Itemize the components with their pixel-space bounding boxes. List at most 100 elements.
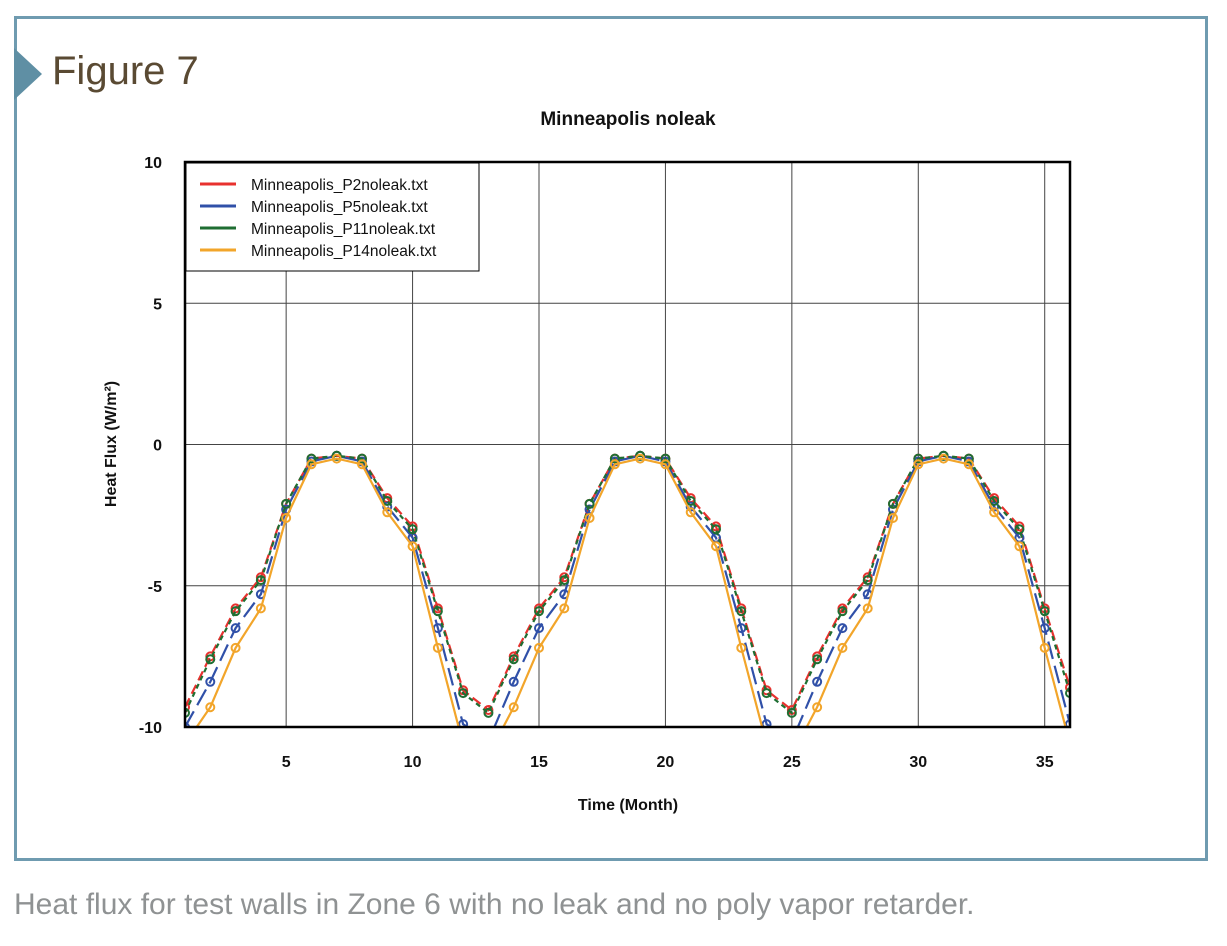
grid	[185, 162, 1070, 727]
data-point	[1066, 740, 1074, 748]
data-point	[609, 459, 620, 470]
data-point	[205, 702, 216, 713]
data-point	[331, 453, 342, 464]
data-point	[913, 453, 924, 464]
data-point	[888, 512, 898, 523]
data-point	[888, 498, 898, 509]
data-point	[306, 459, 317, 470]
data-point	[761, 719, 772, 727]
data-point	[534, 623, 544, 634]
data-point	[185, 702, 190, 713]
data-point	[1065, 682, 1070, 693]
legend-label: Minneapolis_P2noleak.txt	[251, 177, 428, 194]
data-point	[432, 642, 443, 653]
legend-item: Minneapolis_P11noleak.txt	[200, 221, 436, 238]
data-point	[185, 707, 190, 718]
data-point	[559, 603, 570, 614]
series-3	[185, 450, 1070, 718]
data-point	[484, 751, 492, 759]
data-point	[205, 654, 216, 665]
data-point	[458, 719, 469, 727]
data-point	[963, 459, 974, 470]
x-tick-label: 30	[909, 754, 927, 771]
data-point	[609, 453, 620, 464]
data-point	[660, 459, 671, 470]
data-point	[407, 541, 418, 552]
data-point	[812, 654, 823, 665]
data-point	[230, 606, 241, 617]
series-line	[185, 454, 1070, 712]
data-point	[508, 676, 519, 687]
data-point	[407, 524, 418, 535]
data-point	[205, 676, 216, 687]
data-point	[458, 688, 469, 699]
y-tick-label: 5	[153, 296, 162, 313]
data-point	[1039, 606, 1050, 617]
data-point	[1039, 642, 1050, 653]
data-point	[382, 496, 393, 506]
data-point	[534, 642, 544, 653]
data-point	[786, 707, 797, 718]
data-point	[963, 453, 974, 464]
series-line	[185, 454, 1070, 715]
y-tick-label: 0	[153, 438, 162, 455]
series-4	[181, 453, 1074, 759]
data-point	[862, 575, 873, 586]
legend-item: Minneapolis_P14noleak.txt	[200, 243, 437, 260]
data-point	[484, 737, 492, 745]
data-point	[255, 575, 266, 586]
x-tick-label: 35	[1036, 754, 1054, 771]
data-point	[812, 702, 823, 713]
x-tick-label: 25	[783, 754, 801, 771]
data-point	[357, 453, 367, 464]
data-point	[989, 496, 1000, 506]
data-point	[559, 575, 570, 586]
series-layer	[181, 450, 1074, 759]
series-1	[185, 450, 1070, 716]
figure-frame	[14, 16, 1208, 861]
data-point	[459, 740, 467, 748]
data-point	[483, 707, 494, 718]
x-tick-label: 5	[282, 754, 291, 771]
figure-label: Figure 7	[52, 49, 199, 93]
legend-label: Minneapolis_P11noleak.txt	[251, 221, 436, 238]
y-tick-label: 10	[144, 155, 162, 172]
series-line	[195, 457, 1067, 727]
y-tick-label: -5	[148, 579, 162, 596]
data-point	[763, 740, 771, 748]
data-point	[306, 453, 317, 464]
legend-box	[185, 162, 480, 272]
data-point	[736, 642, 747, 653]
data-point	[508, 654, 519, 665]
data-point	[230, 623, 241, 634]
data-point	[1014, 524, 1025, 535]
data-point	[584, 512, 595, 523]
legend-label: Minneapolis_P5noleak.txt	[251, 199, 428, 216]
data-point	[989, 507, 1000, 518]
figure-arrow-icon	[14, 48, 42, 100]
series-line	[185, 454, 1070, 727]
data-point	[938, 453, 949, 464]
data-point	[635, 453, 646, 464]
data-point	[913, 459, 924, 470]
data-point	[660, 453, 671, 464]
data-point	[432, 606, 443, 617]
data-point	[837, 642, 848, 653]
data-point	[862, 603, 873, 614]
data-point	[382, 507, 393, 518]
data-point	[181, 740, 189, 748]
x-tick-label: 10	[404, 754, 422, 771]
data-point	[736, 606, 747, 617]
legend-item: Minneapolis_P5noleak.txt	[200, 199, 428, 216]
legend: Minneapolis_P2noleak.txt Minneapolis_P5no…	[185, 162, 480, 272]
x-tick-label: 20	[657, 754, 675, 771]
tick-labels: 5 10 15 20 25 30 35 -10 -5 0 5 10	[139, 155, 1054, 771]
data-point	[837, 606, 848, 617]
figure-caption: Heat flux for test walls in Zone 6 with …	[14, 888, 975, 921]
data-point	[255, 603, 266, 614]
data-point	[357, 459, 367, 470]
data-point	[711, 541, 721, 552]
legend-item: Minneapolis_P2noleak.txt	[200, 177, 428, 194]
series-2	[185, 450, 1070, 745]
